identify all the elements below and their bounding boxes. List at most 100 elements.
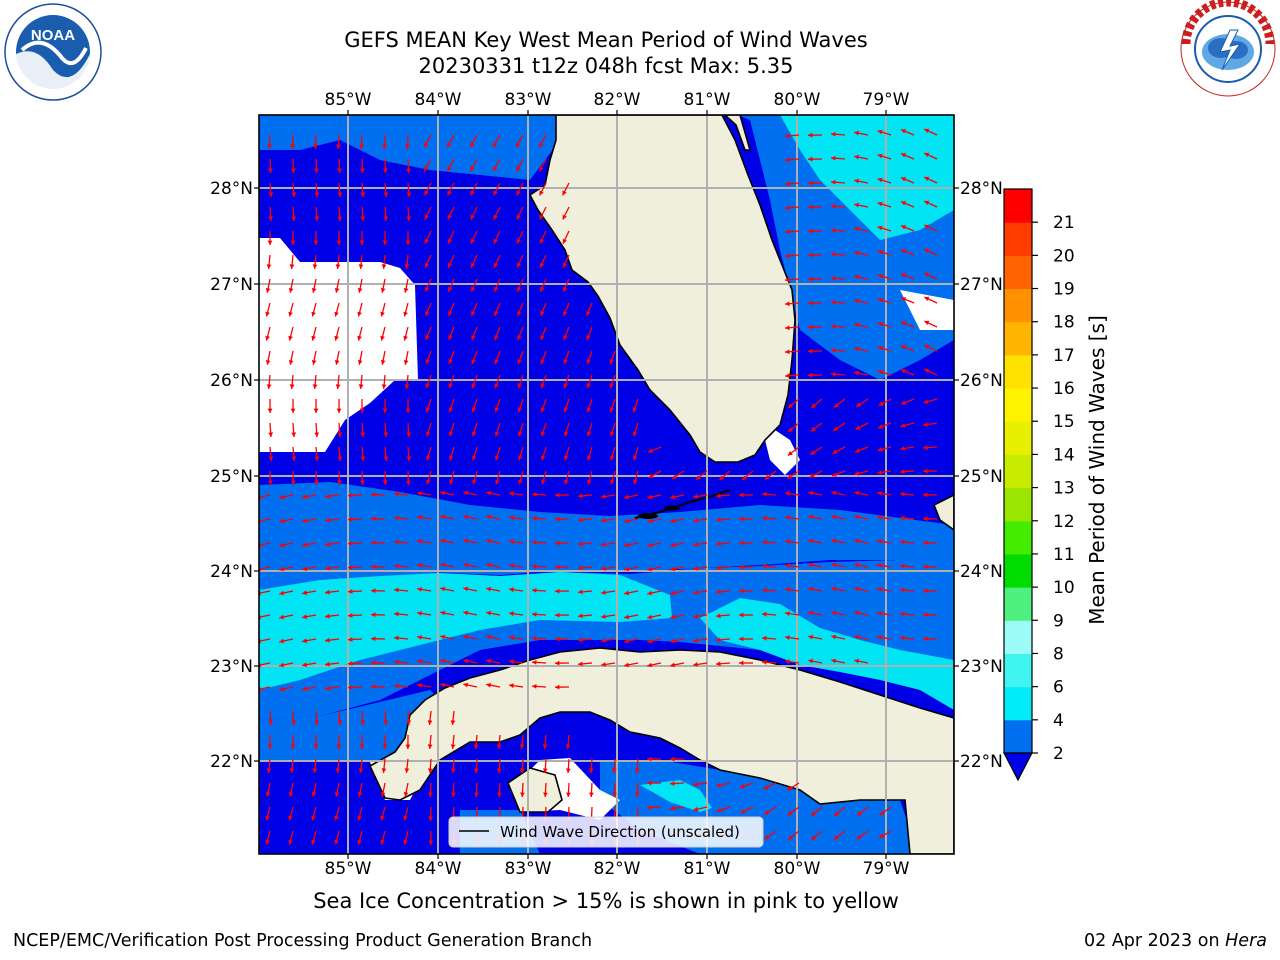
direction-arrowhead bbox=[265, 815, 270, 821]
direction-arrowhead bbox=[609, 455, 615, 461]
direction-arrowhead bbox=[337, 456, 343, 461]
direction-arrowhead bbox=[857, 811, 862, 816]
colorbar-tick-label: 8 bbox=[1053, 644, 1064, 664]
direction-arrowhead bbox=[447, 262, 453, 268]
direction-arrowhead bbox=[787, 450, 793, 456]
direction-arrowhead bbox=[425, 359, 430, 365]
direction-arrowhead bbox=[854, 226, 859, 232]
direction-arrowhead bbox=[540, 359, 545, 365]
direction-arrowhead bbox=[901, 225, 907, 230]
direction-arrowhead bbox=[785, 587, 790, 592]
direction-arrowhead bbox=[555, 636, 560, 642]
direction-arrowhead bbox=[371, 516, 376, 522]
direction-arrowhead bbox=[463, 682, 469, 688]
direction-arrowhead bbox=[394, 611, 399, 617]
direction-arrowhead bbox=[624, 494, 629, 500]
lat-labels-right: 28°N 27°N 26°N 25°N 24°N 23°N 22°N bbox=[960, 179, 1003, 772]
direction-arrowhead bbox=[337, 216, 343, 221]
direction-arrowhead bbox=[785, 373, 790, 379]
direction-arrowhead bbox=[831, 634, 837, 640]
direction-arrowhead bbox=[494, 455, 500, 461]
direction-arrowhead bbox=[609, 383, 614, 389]
direction-arrowhead bbox=[357, 360, 363, 365]
direction-arrowhead bbox=[447, 142, 452, 148]
direction-arrowhead bbox=[900, 611, 905, 617]
direction-arrowhead bbox=[609, 431, 615, 437]
direction-arrowhead bbox=[496, 768, 502, 773]
direction-arrowhead bbox=[693, 590, 698, 595]
direction-arrowhead bbox=[360, 480, 365, 485]
direction-arrowhead bbox=[900, 423, 906, 428]
direction-arrowhead bbox=[924, 296, 930, 302]
direction-arrowhead bbox=[877, 201, 883, 207]
direction-arrowhead bbox=[473, 744, 479, 749]
colorbar: 2 4 6 8 9 10 11 12 13 14 15 16 17 18 19 20 21 bbox=[1003, 188, 1075, 782]
direction-arrowhead bbox=[924, 152, 930, 158]
direction-arrowhead bbox=[509, 563, 514, 569]
direction-arrowhead bbox=[383, 168, 388, 173]
direction-arrowhead bbox=[877, 129, 883, 135]
direction-arrowhead bbox=[901, 400, 906, 405]
direction-arrowhead bbox=[440, 490, 446, 496]
direction-arrowhead bbox=[578, 517, 583, 523]
direction-arrowhead bbox=[291, 432, 297, 437]
direction-arrowhead bbox=[808, 348, 813, 354]
direction-arrowhead bbox=[394, 683, 399, 689]
direction-arrowhead bbox=[291, 480, 296, 485]
direction-arrowhead bbox=[854, 250, 859, 256]
direction-arrowhead bbox=[809, 473, 815, 478]
direction-arrowhead bbox=[542, 744, 548, 749]
direction-arrowhead bbox=[719, 475, 725, 480]
direction-arrowhead bbox=[648, 448, 653, 453]
direction-arrowhead bbox=[854, 274, 859, 280]
direction-arrowhead bbox=[348, 517, 353, 522]
direction-arrowhead bbox=[509, 611, 514, 617]
direction-arrowhead bbox=[854, 658, 859, 664]
direction-arrowhead bbox=[357, 839, 362, 845]
direction-arrowhead bbox=[555, 492, 560, 498]
direction-arrowhead bbox=[624, 662, 629, 668]
direction-arrowhead bbox=[632, 455, 638, 461]
direction-arrowhead bbox=[302, 638, 307, 644]
direction-arrowhead bbox=[716, 541, 721, 547]
direction-arrowhead bbox=[831, 514, 837, 520]
direction-arrowhead bbox=[693, 781, 698, 787]
lon-label: 79°W bbox=[863, 859, 910, 879]
direction-arrowhead bbox=[427, 744, 433, 749]
direction-arrowhead bbox=[693, 494, 698, 499]
direction-arrowhead bbox=[901, 369, 907, 374]
direction-arrowhead bbox=[289, 384, 295, 389]
direction-arrowhead bbox=[854, 322, 859, 328]
direction-arrowhead bbox=[740, 809, 746, 814]
direction-arrowhead bbox=[808, 514, 813, 520]
direction-arrowhead bbox=[788, 427, 794, 432]
direction-arrowhead bbox=[335, 768, 341, 773]
direction-arrowhead bbox=[785, 325, 790, 331]
direction-arrowhead bbox=[403, 815, 408, 821]
direction-arrowhead bbox=[831, 179, 836, 185]
direction-arrowhead bbox=[854, 370, 859, 376]
direction-arrowhead bbox=[494, 286, 499, 292]
direction-arrowhead bbox=[448, 383, 453, 389]
direction-arrowhead bbox=[924, 200, 930, 206]
direction-arrowhead bbox=[540, 407, 546, 413]
direction-arrowhead bbox=[394, 587, 399, 593]
direction-arrowhead bbox=[360, 192, 366, 197]
direction-arrowhead bbox=[739, 516, 744, 522]
direction-arrowhead bbox=[578, 637, 583, 643]
direction-arrowhead bbox=[380, 311, 385, 317]
direction-arrowhead bbox=[624, 542, 629, 548]
direction-arrowhead bbox=[279, 590, 285, 596]
direction-arrowhead bbox=[856, 402, 862, 407]
direction-arrowhead bbox=[450, 720, 456, 725]
direction-arrowhead bbox=[900, 587, 905, 593]
colorbar-tick-label: 6 bbox=[1053, 678, 1064, 698]
direction-arrowhead bbox=[532, 540, 537, 545]
footer-credit: NCEP/EMC/Verification Post Processing Pr… bbox=[13, 931, 593, 951]
direction-arrowhead bbox=[494, 383, 499, 389]
direction-arrowhead bbox=[788, 835, 794, 840]
lon-label: 84°W bbox=[415, 859, 462, 879]
colorbar-segment bbox=[1004, 321, 1032, 356]
footer-date: 02 Apr 2023 on Hera bbox=[1084, 931, 1267, 951]
colorbar-tick-label: 17 bbox=[1053, 346, 1075, 366]
